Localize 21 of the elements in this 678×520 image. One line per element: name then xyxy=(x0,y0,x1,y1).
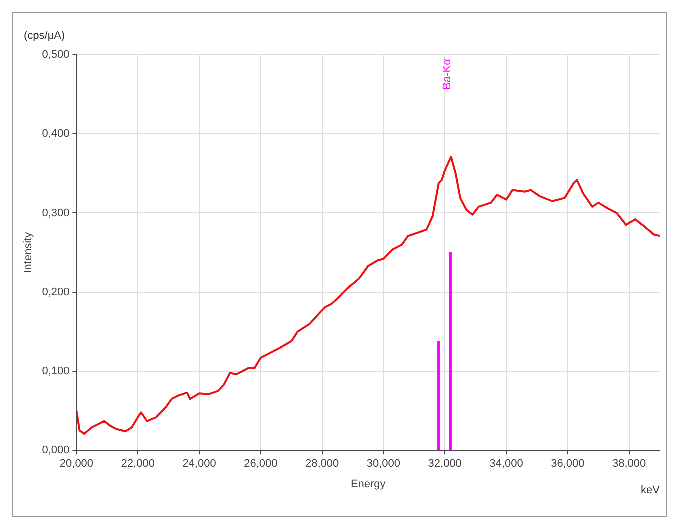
y-tick-label: 0,400 xyxy=(42,128,70,140)
x-tick-label: 38,000 xyxy=(612,458,646,470)
text: Ba-Kα xyxy=(442,58,454,90)
y-tick-label: 0,500 xyxy=(42,49,70,62)
x-tick-label: 36,000 xyxy=(551,458,585,470)
x-tick-label: 30,000 xyxy=(366,458,401,470)
x-tick-label: 34,000 xyxy=(490,458,524,470)
text: keV xyxy=(641,484,661,497)
x-axis-title: Energy xyxy=(350,478,386,490)
text: (cps/μA) xyxy=(24,30,66,42)
y-tick-label: 0,100 xyxy=(42,366,70,378)
y-tick-label: 0,300 xyxy=(42,207,70,220)
x-tick-label: 22,000 xyxy=(121,458,155,470)
y-tick-label: 0,000 xyxy=(42,444,70,457)
x-tick-label: 26,000 xyxy=(244,458,278,470)
x-tick-label: 32,000 xyxy=(428,458,462,470)
y-axis-title: Intensity xyxy=(22,232,35,274)
y-tick-label: 0,200 xyxy=(42,286,70,298)
x-tick-label: 20,000 xyxy=(60,458,94,470)
x-tick-label: 24,000 xyxy=(182,458,216,470)
x-tick-label: 28,000 xyxy=(305,458,340,470)
